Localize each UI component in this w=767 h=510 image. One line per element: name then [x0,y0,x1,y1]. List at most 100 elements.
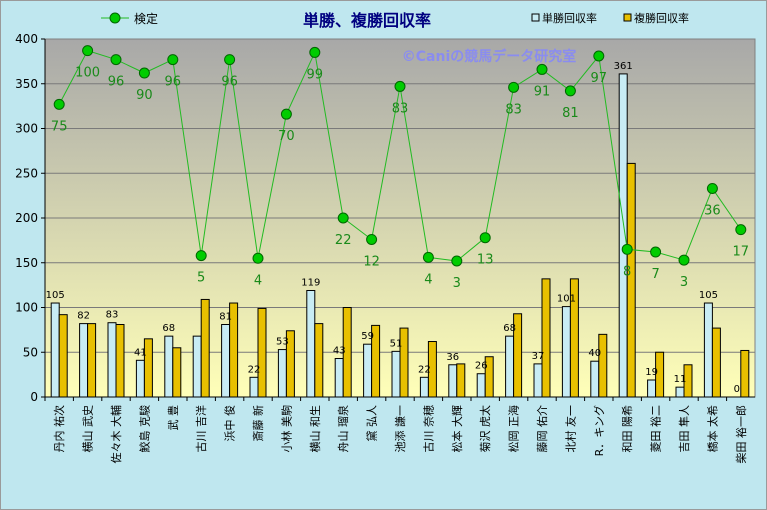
legend-label-place: 複勝回収率 [634,11,689,25]
line-point-label: 3 [453,276,461,291]
x-tick-label: 浜中 俊 [223,405,237,442]
bar-win-label: 19 [645,367,658,378]
line-point [593,50,605,62]
x-tick-label: 斎藤 新 [251,405,265,442]
line-point [394,80,406,92]
bar-place [87,323,97,398]
x-tick-label: 藤岡 佑介 [535,405,549,453]
line-point-label: 96 [165,75,182,90]
y-tick-label: 400 [15,32,38,46]
line-point-label: 97 [591,71,608,86]
x-tick-label: 菱田 裕二 [650,405,663,453]
line-point [422,251,434,263]
line-point-label: 90 [136,88,153,103]
line-point-label: 17 [733,245,750,260]
bar-place [257,307,267,398]
line-point-label: 81 [562,106,579,121]
chart-title: 単勝、複勝回収率 [303,11,431,30]
bar-win [50,302,60,398]
x-tick-label: 武 豊 [167,405,180,431]
line-point-label: 83 [392,101,409,116]
x-tick-label: 和田 陽希 [620,405,634,453]
line-point-label: 13 [477,253,494,268]
bar-win-label: 68 [162,323,175,334]
line-point-label: 22 [335,233,352,248]
bar-win-label: 68 [503,323,516,334]
line-point [451,255,463,267]
line-series: 75 100 96 90 96 5 96 4 70 99 22 12 83 4 3 13 83 91 81 97 8 7 3… [51,45,750,291]
x-tick-label: 古川 奈穂 [421,405,435,453]
x-tick-label: 黛 弘人 [366,405,379,442]
x-tick-label: 菊沢 虎太 [478,405,492,453]
bar-win [391,350,401,398]
bar-win [107,322,117,398]
bar-win [363,343,373,398]
x-tick-label: 池添 謙一 [393,405,407,453]
bar-win [164,335,174,398]
line-point-label: 36 [704,203,721,218]
x-tick-label: 北村 友一 [563,405,577,453]
bar-win [249,376,259,398]
bar-win [561,306,571,398]
y-axis: 0 50 100 150 200 250 300 350 400 [15,32,46,404]
x-tick-label: 吉田 隼人 [677,405,691,453]
bar-win-label: 37 [532,351,545,362]
x-tick-label: 丹内 祐次 [52,405,66,453]
x-tick-label: 横山 和生 [308,405,322,453]
bar-win-label: 40 [588,348,601,359]
watermark: ©Caniの競馬データ研究室 [402,48,577,65]
line-point [621,243,633,255]
legend-item-place: 複勝回収率 [623,11,689,25]
legend-label-line: 検定 [134,11,158,26]
line-point-label: 96 [221,75,238,90]
line-point [82,45,94,57]
line-point-label: 75 [51,119,68,134]
line-point-label: 4 [424,272,432,287]
line-point-label: 4 [254,273,262,288]
line-point [138,67,150,79]
line-point-label: 7 [651,267,659,282]
bar-win [703,302,713,398]
bar-win-label: 82 [77,311,90,322]
y-tick-label: 0 [30,390,38,404]
line-point-label: 8 [623,264,631,279]
bar-win-label: 361 [614,61,633,72]
bar-place [115,324,125,398]
bar-win-label: 11 [674,374,687,385]
line-point [224,54,236,66]
bar-place [200,298,210,398]
x-tick-label: 鮫島 克駿 [137,405,151,453]
x-tick-label: 松岡 正海 [507,405,521,453]
bar-place [711,327,721,398]
bar-win [647,379,657,398]
legend-item-win: 単勝回収率 [531,11,597,25]
line-point-label: 96 [108,75,125,90]
x-tick-label: 佐々木 大輔 [109,405,123,464]
y-tick-label: 100 [15,301,38,315]
bar-win-label: 83 [106,310,119,321]
x-tick-label: 松本 大輝 [450,405,464,453]
line-point [110,54,122,66]
line-point-label: 12 [363,254,380,269]
line-point [479,232,491,244]
bar-win [221,324,231,398]
bar-place [626,162,636,398]
line-point-label: 5 [197,271,205,286]
y-tick-label: 300 [15,122,38,136]
legend: 検定 単勝回収率 複勝回収率 [101,11,689,26]
bar-place [740,349,750,398]
line-point [706,182,718,194]
line-point-label: 100 [75,66,100,81]
y-tick-label: 50 [23,345,38,359]
x-tick-label: 古川 吉洋 [194,405,208,453]
bar-win-label: 105 [699,290,718,301]
bar-win-label: 105 [46,290,65,301]
line-point [337,212,349,224]
bar-win-label: 59 [361,331,374,342]
line-point [167,54,179,66]
bar-win [79,323,89,398]
legend-swatch-win [531,13,540,22]
bar-place [598,333,608,398]
x-tick-label: 小林 美駒 [279,405,293,453]
